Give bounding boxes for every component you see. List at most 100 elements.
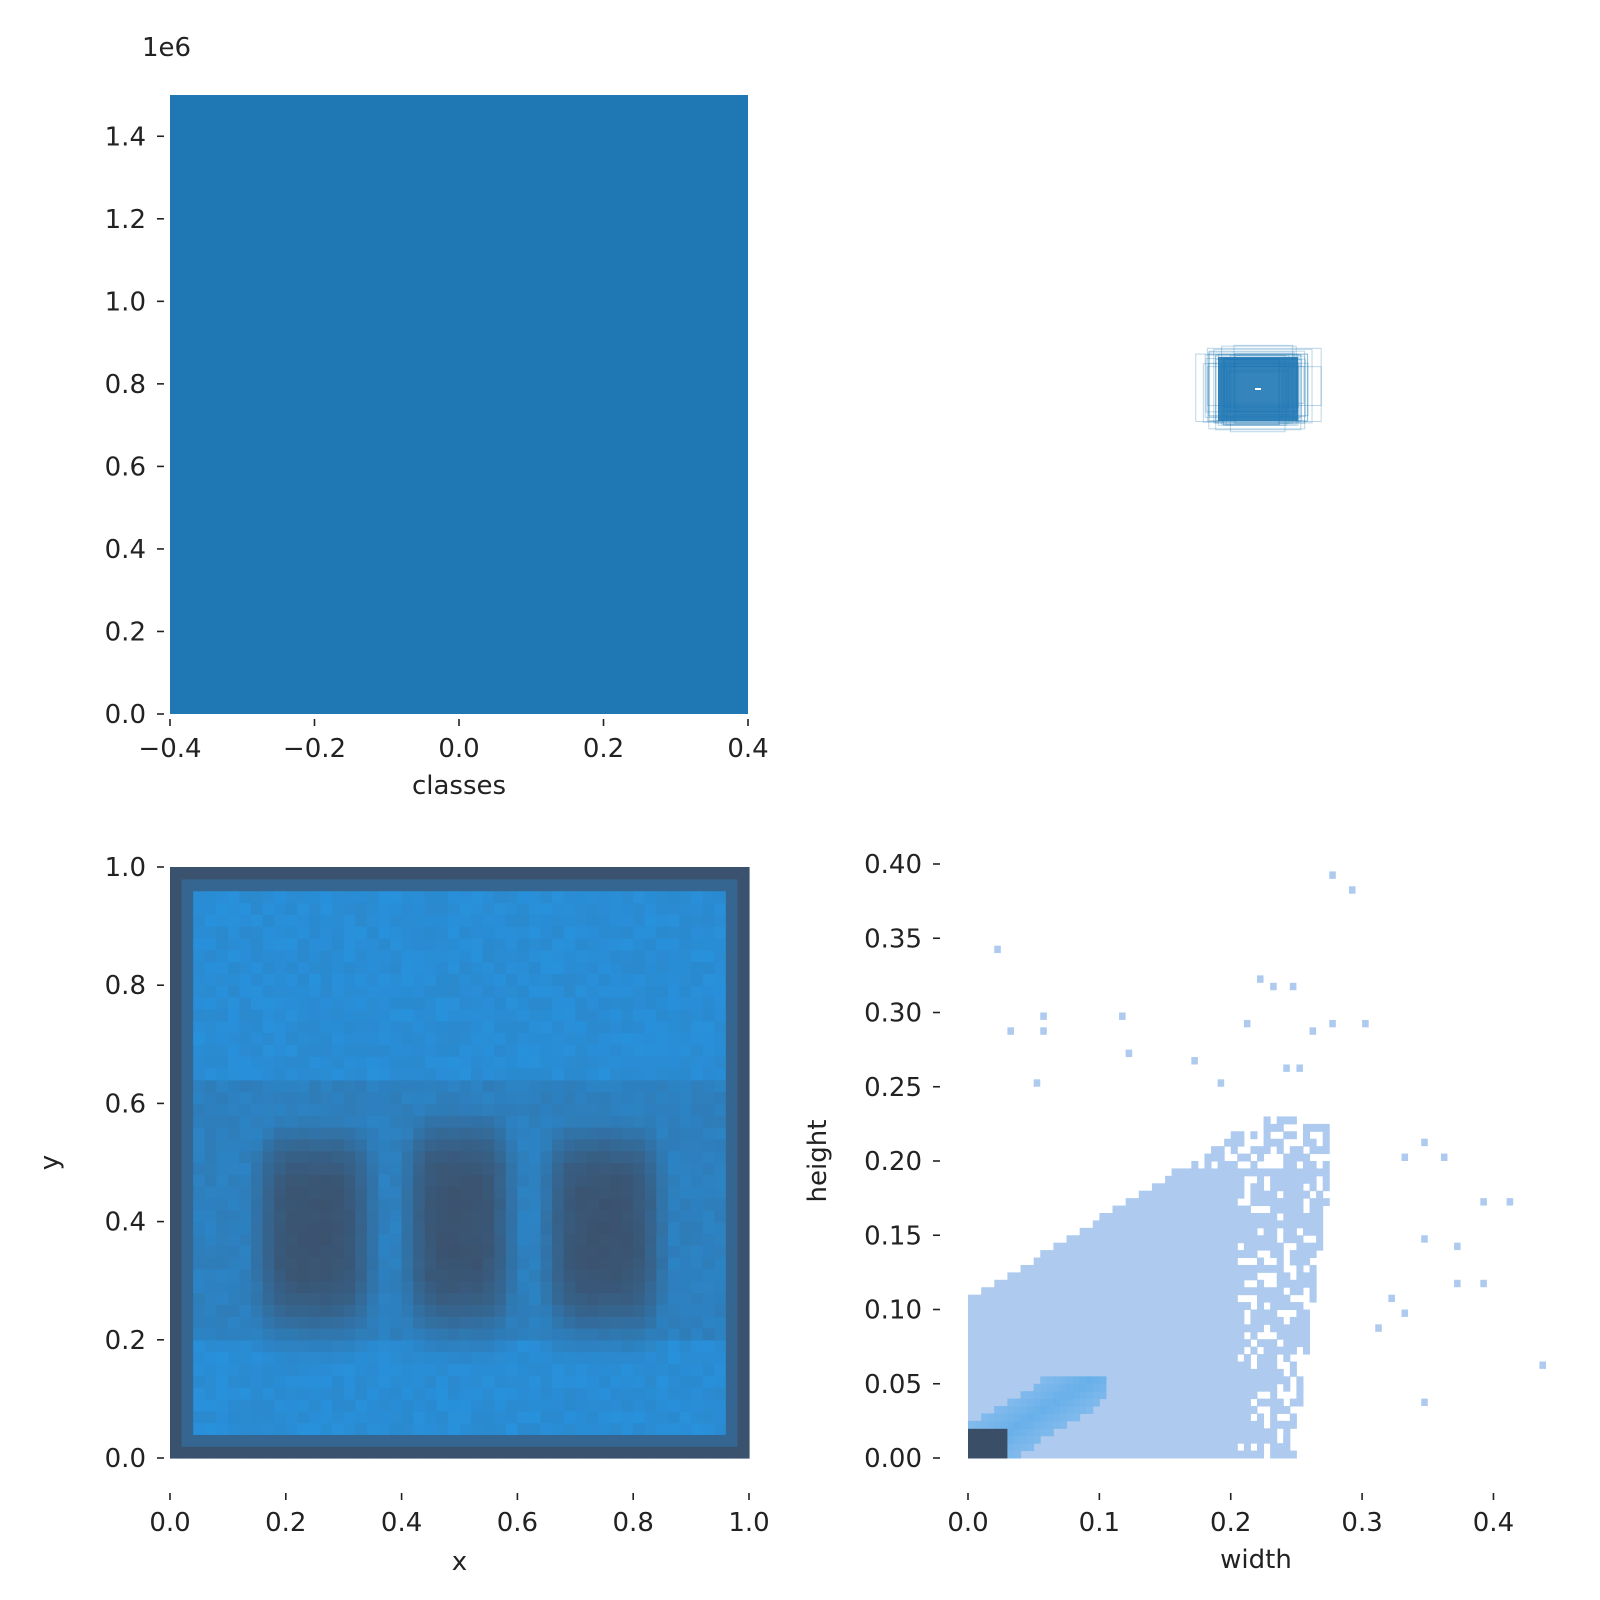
xy-heatmap-cell [737, 1233, 750, 1246]
xy-heatmap-cell [633, 1197, 646, 1211]
xy-heatmap-cell [355, 1375, 368, 1388]
wh-heatmap-cell [1171, 1309, 1179, 1318]
xy-heatmap-cell [459, 1067, 472, 1081]
wh-heatmap-cell [1283, 1220, 1291, 1229]
xy-heatmap-cell [598, 1127, 611, 1140]
wh-heatmap-cell [1263, 1383, 1271, 1392]
wh-heatmap-cell [1112, 1450, 1120, 1459]
xy-heatmap-cell [702, 1186, 715, 1199]
xy-heatmap-cell [413, 1008, 426, 1022]
xy-heatmap-cell [285, 1327, 298, 1341]
xy-heatmap-cell [170, 1387, 183, 1400]
xy-heatmap-cell [413, 1162, 426, 1175]
xy-heatmap-cell [332, 1316, 345, 1329]
wh-heatmap-cell [1171, 1190, 1179, 1199]
wh-heatmap-cell [974, 1376, 982, 1385]
xy-heatmap-cell [332, 1209, 345, 1223]
wh-heatmap-cell [1250, 1428, 1258, 1437]
wh-heatmap-cell [1283, 1227, 1291, 1236]
wh-heatmap-cell [1257, 1361, 1265, 1370]
xy-heatmap-cell [644, 1245, 657, 1258]
xy-heatmap-cell [285, 1446, 298, 1459]
xy-heatmap-cell [528, 1257, 542, 1270]
wh-heatmap-cell [1257, 1257, 1265, 1266]
wh-heatmap-cell [1283, 1116, 1291, 1125]
xy-heatmap-cell [528, 1375, 542, 1388]
wh-heatmap-cell [1178, 1406, 1186, 1414]
xy-heatmap-cell [621, 1292, 634, 1305]
xy-heatmap-cell [193, 1446, 206, 1459]
xy-heatmap-cell [413, 1233, 426, 1246]
xy-heatmap-cell [401, 949, 414, 963]
xy-heatmap-cell [401, 1056, 414, 1069]
xy-heatmap-cell [586, 1304, 600, 1317]
wh-heatmap-cell [1145, 1443, 1153, 1452]
xy-heatmap-cell [413, 1422, 426, 1435]
xy-heatmap-cell [262, 1351, 275, 1365]
xy-heatmap-cell [390, 1174, 403, 1187]
wh-heatmap-cell [1125, 1264, 1133, 1273]
xy-heatmap-cell [679, 1245, 692, 1258]
xy-heatmap-cell [274, 1150, 287, 1164]
wh-heatmap-cell [1270, 1354, 1278, 1362]
wh-heatmap-cell [1257, 1420, 1265, 1429]
xy-heatmap-cell [644, 1056, 657, 1069]
xy-heatmap-cell [227, 973, 241, 986]
wh-heatmap-cell [1270, 1302, 1278, 1310]
wh-heatmap-cell [1027, 1287, 1035, 1296]
wh-heatmap-cell [1007, 1361, 1015, 1370]
wh-heatmap-cell [1263, 1242, 1271, 1251]
xy-heatmap-cell [332, 1304, 345, 1317]
xy-heatmap-cell [239, 961, 252, 974]
wh-heatmap-cell [1257, 1435, 1265, 1444]
wh-heatmap-dense-cell [1046, 1406, 1054, 1414]
xy-heatmap-cell [332, 1398, 345, 1412]
wh-heatmap-cell [1230, 1175, 1238, 1184]
xy-heatmap-cell [251, 1162, 264, 1175]
wh-heatmap-cell [1059, 1324, 1068, 1333]
xy-heatmap-cell [285, 961, 298, 974]
wh-heatmap-cell [1079, 1272, 1087, 1281]
xy-heatmap-cell [297, 937, 310, 951]
wh-heatmap-dense-cell [1033, 1383, 1041, 1392]
xy-heatmap-cell [251, 1327, 264, 1341]
xy-heatmap-cell [436, 1067, 449, 1081]
wh-heatmap-cell [1178, 1450, 1186, 1459]
wh-heatmap-cell [1119, 1361, 1127, 1370]
xy-heatmap-cell [633, 1257, 646, 1270]
wh-heatmap-dense-cell [1046, 1398, 1054, 1407]
xy-heatmap-cell [644, 973, 657, 986]
xy-heatmap-cell [540, 1186, 553, 1199]
wh-heatmap-cell [1204, 1220, 1212, 1229]
xy-heatmap-cell [552, 1387, 565, 1400]
wh-heatmap-cell [1263, 1235, 1271, 1244]
xy-heatmap-cell [390, 1363, 403, 1376]
xy-heatmap-cell [285, 1209, 298, 1223]
xy-heatmap-cell [656, 1020, 669, 1034]
wh-heatmap-cell [974, 1294, 982, 1303]
wh-heatmap-cell [1073, 1450, 1081, 1459]
xy-heatmap-cell [390, 1020, 403, 1034]
wh-heatmap-cell [1112, 1279, 1120, 1288]
xy-heatmap-cell [633, 1174, 646, 1187]
xy-heatmap-cell [308, 1091, 322, 1104]
wh-heatmap-cell [1158, 1383, 1166, 1392]
xy-heatmap-cell [390, 1375, 403, 1388]
xy-heatmap-cell [517, 1245, 530, 1258]
wh-heatmap-cell [994, 1376, 1002, 1385]
wh-heatmap-cell [1217, 1257, 1225, 1266]
wh-heatmap-dense-cell [1040, 1406, 1048, 1414]
xy-heatmap-cell [297, 1422, 310, 1435]
xy-heatmap-cell [667, 926, 681, 939]
wh-heatmap-cell [1112, 1302, 1120, 1310]
xy-heatmap-cell [575, 1304, 588, 1317]
wh-heatmap-cell [1184, 1168, 1192, 1177]
xy-heatmap-cell [552, 1186, 565, 1199]
xy-heatmap-cell [413, 1410, 426, 1424]
xy-heatmap-cell [378, 973, 391, 986]
xy-heatmap-cell [702, 1375, 715, 1388]
wh-heatmap-cell [1040, 1316, 1048, 1325]
wh-heatmap-cell [1191, 1383, 1199, 1392]
wh-heatmap-dense-cell [981, 1443, 989, 1452]
wh-heatmap-cell [1112, 1212, 1120, 1221]
